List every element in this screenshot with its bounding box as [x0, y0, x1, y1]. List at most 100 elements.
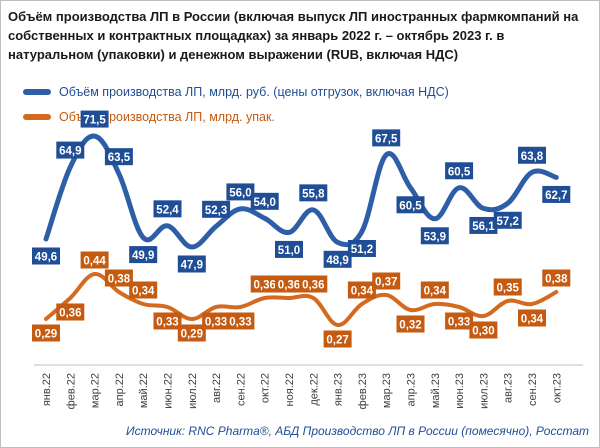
data-label-rub-box [347, 239, 376, 257]
data-label-rub-box [80, 110, 109, 128]
data-label-rub: 51,2 [351, 244, 373, 256]
data-label-pack: 0,44 [83, 256, 106, 268]
data-label-pack-box [275, 275, 303, 293]
data-label-rub: 60,5 [448, 166, 471, 178]
data-label-pack-box [396, 315, 425, 333]
data-label-rub: 54,0 [254, 197, 276, 209]
data-label-pack: 0,38 [545, 274, 568, 286]
data-label-rub: 63,8 [521, 151, 544, 163]
x-tick-label: апр.22 [114, 373, 126, 406]
data-label-rub-box [177, 255, 206, 273]
x-tick-label: июл.22 [187, 373, 199, 409]
data-label-pack: 0,33 [156, 317, 178, 329]
data-label-pack-box [542, 269, 571, 287]
data-label-rub: 48,9 [326, 255, 348, 267]
data-label-pack-box [347, 281, 376, 299]
data-label-pack: 0,33 [448, 317, 470, 329]
x-tick-label: мар.23 [381, 373, 393, 408]
data-label-rub: 63,5 [108, 152, 131, 164]
data-label-rub: 67,5 [375, 133, 398, 145]
data-label-rub-box [32, 247, 60, 265]
data-label-rub: 55,8 [302, 188, 325, 200]
data-label-rub-box [372, 129, 401, 147]
x-tick-label: янв.23 [333, 373, 345, 406]
data-label-rub-box [153, 200, 182, 218]
data-label-rub: 71,5 [83, 115, 106, 127]
data-label-pack-box [250, 275, 279, 293]
data-label-pack: 0,36 [302, 280, 324, 292]
legend-swatch-rub [23, 89, 51, 95]
data-label-pack-box [226, 312, 255, 330]
data-label-pack: 0,33 [205, 317, 227, 329]
data-label-rub-box [323, 250, 352, 268]
data-label-rub: 49,6 [35, 252, 57, 264]
x-tick-label: фев.23 [357, 373, 369, 409]
data-label-pack-box [323, 330, 352, 348]
data-label-rub-box [275, 240, 303, 258]
data-label-pack: 0,32 [399, 320, 421, 332]
data-label-pack-box [56, 303, 85, 321]
x-tick-label: сен.22 [235, 373, 247, 406]
data-label-rub-box [56, 141, 85, 159]
x-tick-label: май.22 [138, 373, 150, 408]
chart-title: Объём производства ЛП в России (включая … [8, 9, 579, 62]
legend-label-pack: Объём производства ЛП, млрд. упак. [59, 110, 275, 124]
data-label-pack: 0,29 [181, 329, 203, 341]
data-label-pack: 0,34 [424, 286, 447, 298]
series-line-rub [43, 133, 559, 250]
x-tick-label: май.23 [430, 373, 442, 408]
data-label-pack: 0,29 [35, 329, 57, 341]
x-tick-label: окт.23 [551, 373, 563, 403]
data-label-pack: 0,34 [351, 286, 374, 298]
data-label-pack: 0,38 [108, 274, 131, 286]
data-label-rub: 60,5 [399, 200, 422, 212]
data-label-pack: 0,36 [59, 308, 81, 320]
data-label-rub: 52,4 [156, 204, 179, 216]
data-label-pack-box [129, 281, 158, 299]
data-label-rub: 51,0 [278, 245, 300, 257]
x-tick-label: фев.22 [65, 373, 77, 409]
data-label-pack-box [469, 321, 498, 339]
x-tick-label: июн.22 [163, 373, 175, 409]
data-label-pack-box [518, 309, 546, 327]
data-label-rub-box [445, 162, 474, 180]
data-label-pack-box [177, 324, 206, 342]
data-label-pack-box [420, 281, 449, 299]
data-label-pack-box [372, 272, 401, 290]
x-tick-label: июн.23 [454, 373, 466, 409]
data-label-pack: 0,36 [254, 280, 276, 292]
x-tick-label: авг.22 [211, 373, 223, 403]
x-tick-label: апр.23 [406, 373, 418, 406]
data-label-rub-box [493, 211, 522, 229]
data-label-rub-box [396, 196, 425, 214]
legend-label-rub: Объём производства ЛП, млрд. руб. (цены … [59, 85, 449, 99]
data-label-pack-box [299, 275, 328, 293]
data-label-pack-box [493, 278, 522, 296]
legend-swatch-pack [23, 114, 51, 120]
data-label-rub: 56,1 [472, 221, 495, 233]
data-label-rub-box [299, 184, 328, 202]
data-label-pack-box [445, 312, 474, 330]
data-label-rub: 57,2 [497, 216, 519, 228]
data-label-rub: 53,9 [424, 231, 446, 243]
data-label-rub: 47,9 [181, 259, 203, 271]
data-label-rub-box [250, 192, 279, 210]
data-label-rub: 56,0 [229, 187, 251, 199]
x-tick-label: сен.23 [527, 373, 539, 406]
data-label-rub: 52,3 [205, 205, 227, 217]
data-label-pack: 0,34 [521, 314, 544, 326]
source-note: Источник: RNC Pharma®, АБД Производство … [126, 424, 589, 438]
data-label-pack-box [32, 324, 60, 342]
data-label-rub-box [129, 246, 158, 264]
x-tick-label: авг.23 [503, 373, 515, 403]
x-tick-label: июл.23 [478, 373, 490, 409]
data-label-rub-box [420, 227, 449, 245]
legend-item-rub: Объём производства ЛП, млрд. руб. (цены … [23, 85, 449, 99]
data-label-rub-box [226, 183, 255, 201]
data-label-rub: 62,7 [545, 190, 567, 202]
data-label-rub: 49,9 [132, 250, 154, 262]
data-label-pack: 0,37 [375, 277, 397, 289]
data-label-pack-box [104, 269, 133, 287]
